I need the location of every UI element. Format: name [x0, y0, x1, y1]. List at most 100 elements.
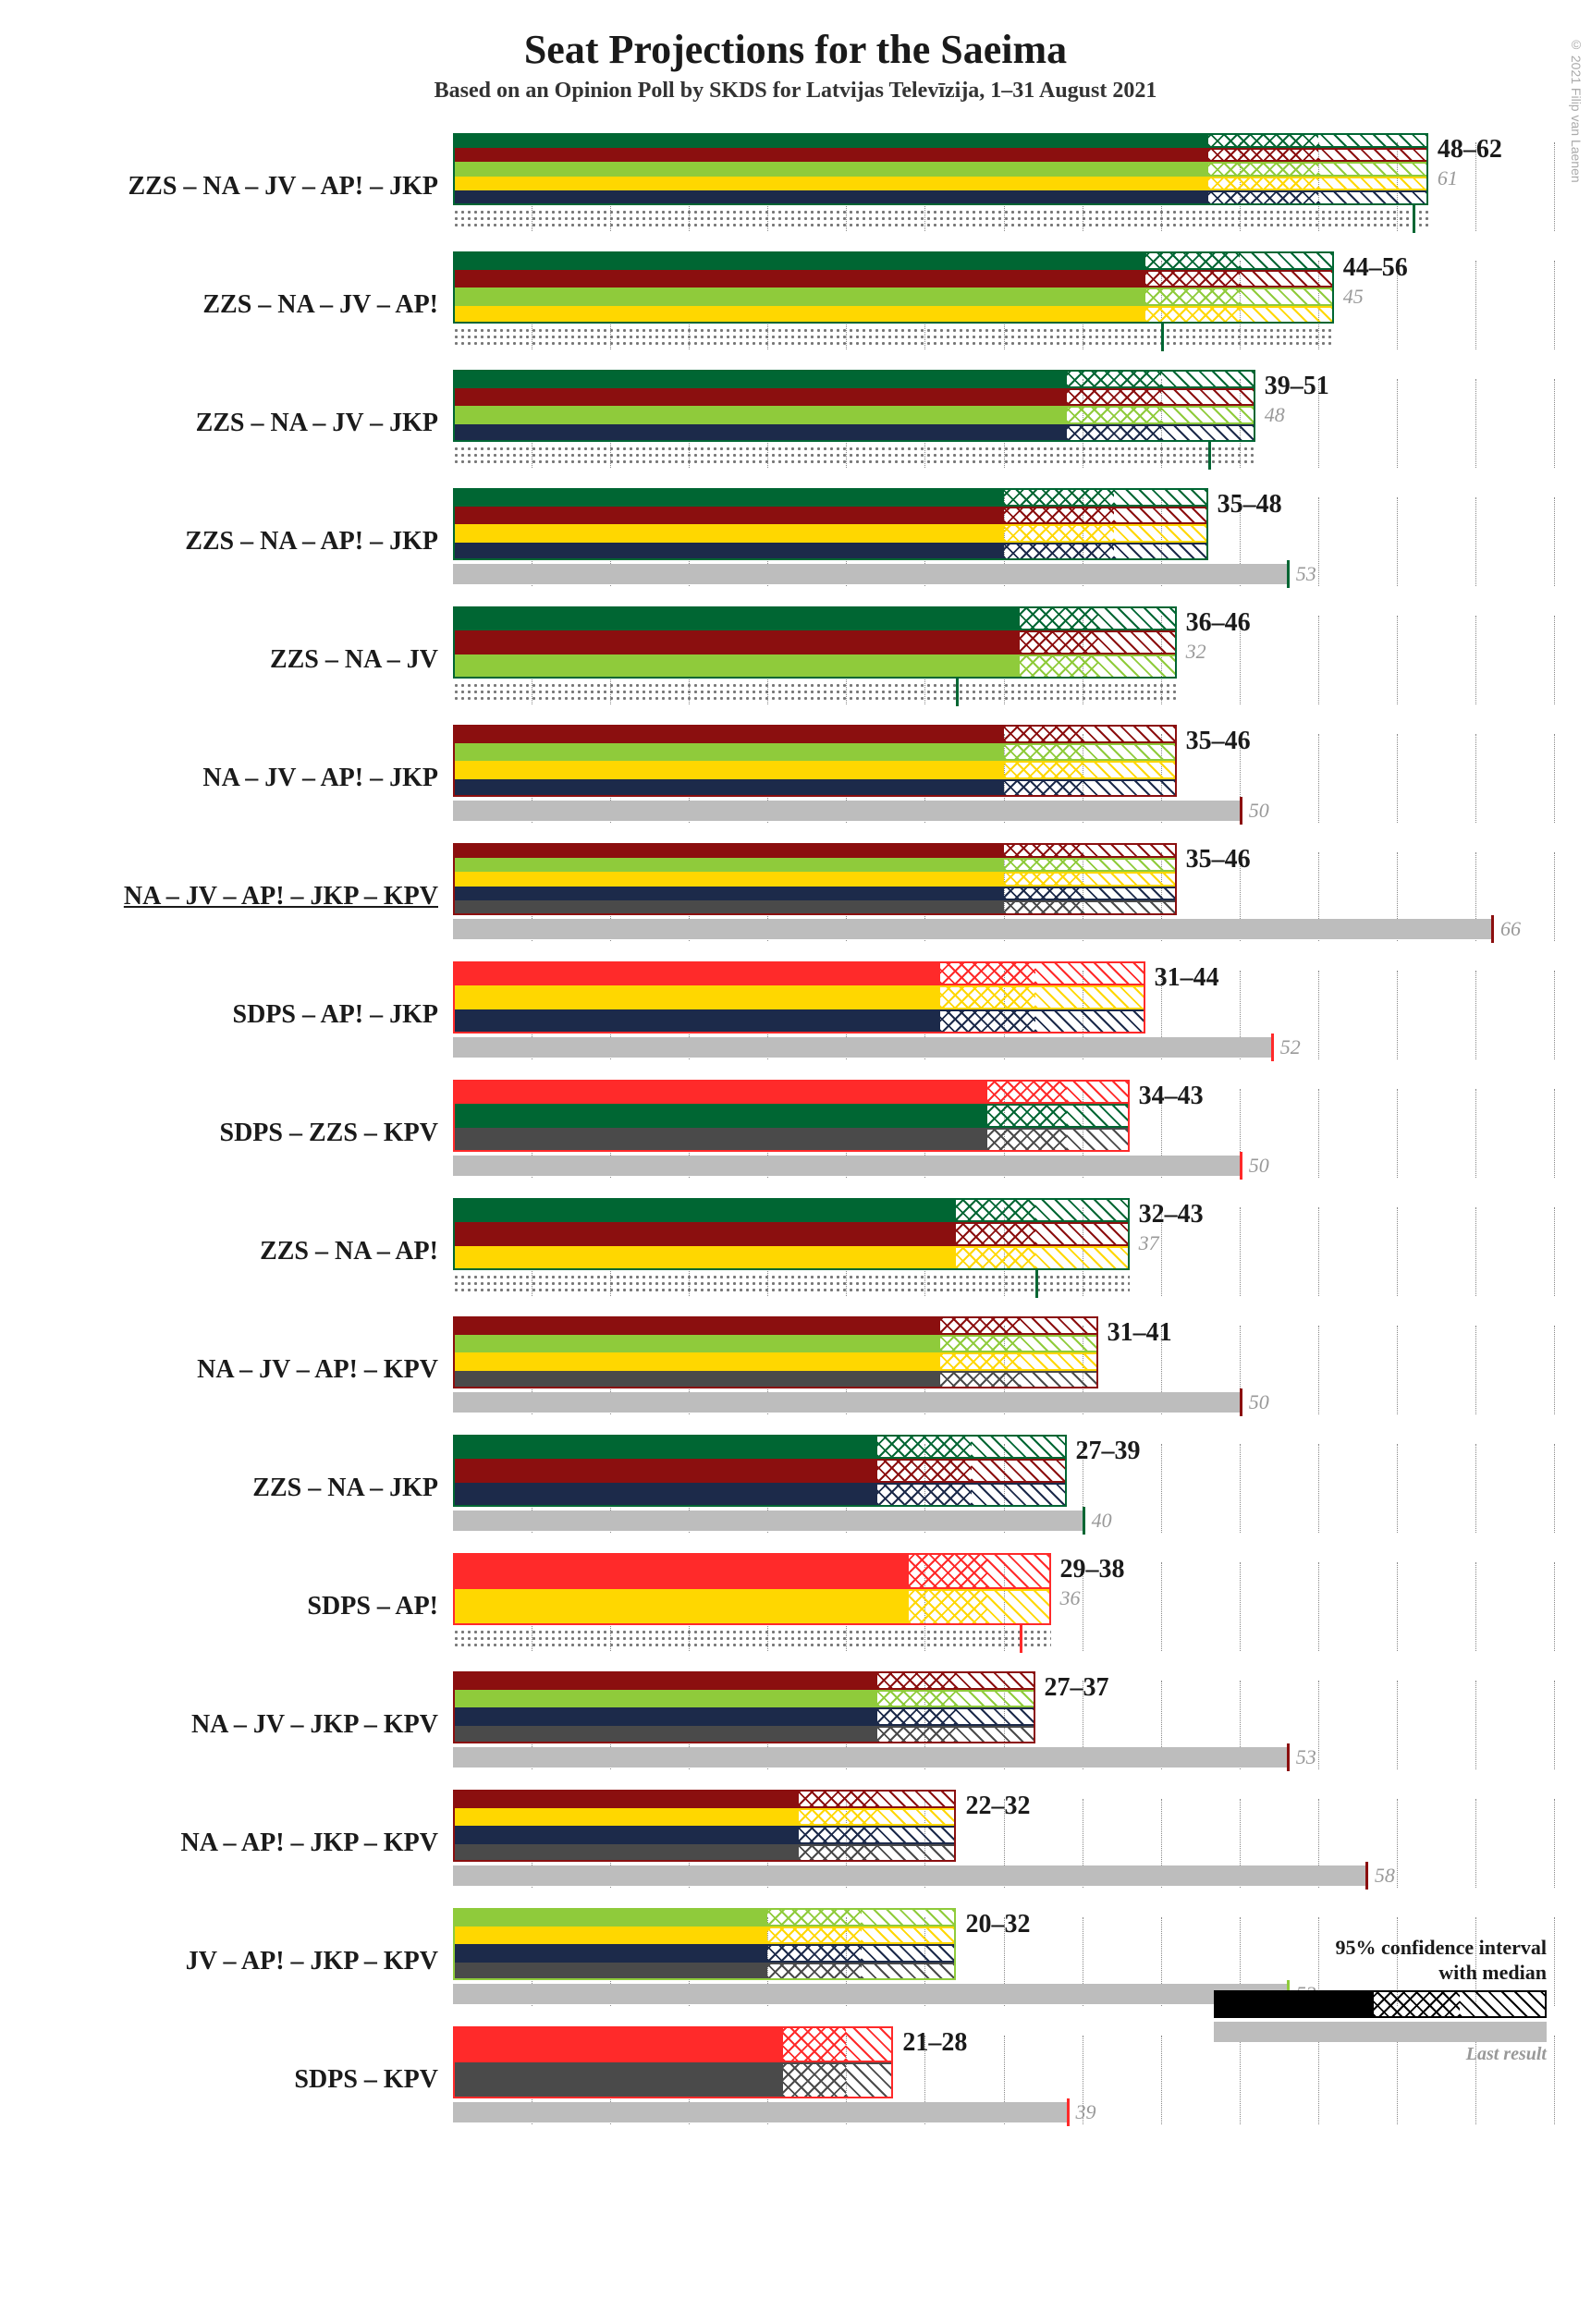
bar-cross-hatch: [909, 1553, 987, 1589]
bar-cross-hatch: [783, 2062, 846, 2098]
bar-diag-hatch: [1161, 388, 1255, 407]
legend-last-bar: [1214, 2022, 1547, 2042]
bar-solid: [453, 1316, 940, 1335]
coalition-row: ZZS – NA – JV – AP! – JKP48–6261: [37, 128, 1554, 246]
coalition-row: NA – AP! – JKP – KPV5822–32: [37, 1784, 1554, 1902]
bar-diag-hatch: [987, 1553, 1050, 1589]
last-result-bar: [453, 1274, 1130, 1294]
bar-region: 5035–46: [453, 719, 1554, 838]
bar-cross-hatch: [940, 1352, 1019, 1371]
bar-cross-hatch: [1145, 251, 1240, 270]
chart-body: ZZS – NA – JV – AP! – JKP48–6261 ZZS – NA…: [37, 128, 1554, 2139]
bar-diag-hatch: [877, 1808, 956, 1827]
bar-diag-hatch: [862, 1963, 956, 1981]
coalition-label: NA – JV – JKP – KPV: [37, 1666, 453, 1784]
last-result-bar: [453, 1392, 1240, 1413]
coalition-label: SDPS – AP!: [37, 1547, 453, 1666]
bar-diag-hatch: [877, 1790, 956, 1808]
range-value: 35–46: [1186, 845, 1251, 875]
bar-diag-hatch: [1318, 148, 1428, 163]
bar-solid: [453, 1222, 956, 1246]
last-result-bar: [453, 1629, 1051, 1649]
bar-diag-hatch: [1020, 1352, 1098, 1371]
last-result-value: 40: [1092, 1509, 1112, 1533]
bar-region: 4027–39: [453, 1429, 1554, 1547]
legend-ci-label: 95% confidence intervalwith median: [1214, 1936, 1547, 1985]
bar-cross-hatch: [799, 1790, 877, 1808]
bar-solid: [453, 406, 1067, 424]
bar-diag-hatch: [1098, 606, 1177, 630]
last-result-bar: [453, 682, 1177, 703]
bar-cross-hatch: [909, 1589, 987, 1625]
bar-solid: [453, 743, 1004, 762]
coalition-label: ZZS – NA – JV: [37, 601, 453, 719]
bar-solid: [453, 630, 1020, 654]
bar-diag-hatch: [1318, 162, 1428, 177]
bar-diag-hatch: [1114, 543, 1208, 561]
last-result-value: 53: [1296, 1745, 1316, 1769]
bar-cross-hatch: [1004, 858, 1083, 873]
bar-diag-hatch: [1083, 843, 1177, 858]
bar-region: 39–5148: [453, 364, 1554, 483]
last-result-marker: [1287, 560, 1290, 588]
bar-cross-hatch: [1208, 177, 1318, 191]
bar-cross-hatch: [877, 1726, 956, 1744]
range-value: 32–43: [1139, 1200, 1204, 1229]
bar-solid: [453, 133, 1208, 148]
bar-cross-hatch: [987, 1128, 1066, 1152]
bar-diag-hatch: [1020, 1371, 1098, 1389]
bar-diag-hatch: [1161, 406, 1255, 424]
coalition-row: ZZS – NA – AP!32–4337: [37, 1193, 1554, 1311]
bar-cross-hatch: [1145, 270, 1240, 288]
last-result-marker: [956, 679, 959, 706]
bar-solid: [453, 488, 1004, 507]
bar-cross-hatch: [877, 1707, 956, 1726]
bar-diag-hatch: [1083, 887, 1177, 901]
coalition-label: JV – AP! – JKP – KPV: [37, 1902, 453, 2021]
bar-cross-hatch: [1004, 872, 1083, 887]
coalition-label: NA – AP! – JKP – KPV: [37, 1784, 453, 1902]
bar-diag-hatch: [1035, 1246, 1130, 1270]
last-result-value: 53: [1296, 562, 1316, 586]
ci-bar: [453, 843, 1554, 915]
range-value: 20–32: [965, 1910, 1030, 1939]
bar-cross-hatch: [877, 1483, 972, 1507]
bar-region: 5335–48: [453, 483, 1554, 601]
bar-cross-hatch: [877, 1435, 972, 1459]
last-result-marker: [1067, 2098, 1070, 2126]
bar-solid: [453, 1009, 940, 1034]
coalition-row: NA – JV – AP! – KPV5031–41: [37, 1311, 1554, 1429]
bar-solid: [453, 1335, 940, 1353]
bar-solid: [453, 1707, 877, 1726]
last-result-marker: [1413, 205, 1415, 233]
bar-diag-hatch: [987, 1589, 1050, 1625]
bar-diag-hatch: [862, 1908, 956, 1926]
ci-bar: [453, 961, 1554, 1034]
bar-diag-hatch: [1114, 507, 1208, 525]
bar-region: 29–3836: [453, 1547, 1554, 1666]
bar-cross-hatch: [1145, 287, 1240, 306]
ci-bar: [453, 488, 1554, 560]
ci-bar: [453, 1671, 1554, 1743]
last-result-bar: [453, 209, 1428, 229]
ci-bar: [453, 1316, 1554, 1388]
bar-diag-hatch: [1240, 251, 1334, 270]
bar-solid: [453, 1908, 767, 1926]
bar-solid: [453, 370, 1067, 388]
range-value: 34–43: [1139, 1082, 1204, 1111]
coalition-row: SDPS – AP!29–3836: [37, 1547, 1554, 1666]
coalition-label: SDPS – KPV: [37, 2021, 453, 2139]
bar-diag-hatch: [1114, 524, 1208, 543]
bar-solid: [453, 1808, 799, 1827]
ci-bar: [453, 1198, 1554, 1270]
bar-solid: [453, 1459, 877, 1483]
bar-solid: [453, 177, 1208, 191]
bar-solid: [453, 858, 1004, 873]
bar-diag-hatch: [1318, 190, 1428, 205]
bar-cross-hatch: [940, 1371, 1019, 1389]
bar-cross-hatch: [1145, 306, 1240, 324]
last-result-value: 48: [1265, 403, 1329, 426]
bar-diag-hatch: [1035, 1009, 1145, 1034]
last-result-value: 32: [1186, 640, 1251, 663]
bar-solid: [453, 190, 1208, 205]
